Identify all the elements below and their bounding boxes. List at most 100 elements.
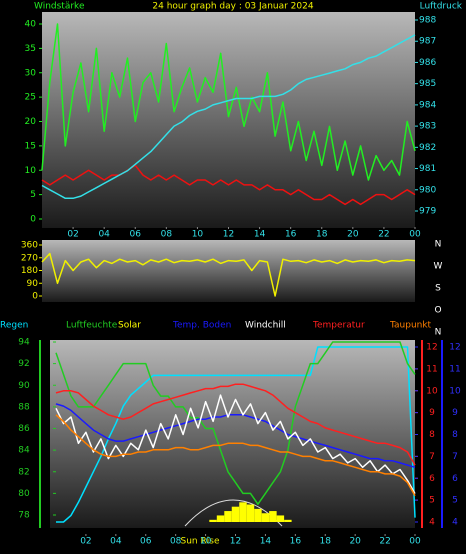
x-tick-label: 12 — [230, 537, 241, 547]
y3-tick-label: 10 — [449, 386, 461, 396]
legend-label: Regen — [0, 321, 28, 331]
y3-tick-label: 9 — [452, 408, 458, 418]
x-tick-label: 18 — [320, 537, 332, 547]
y-tick-label: 20 — [25, 117, 37, 127]
legend-label: Solar — [118, 321, 141, 331]
direction-label: O — [434, 306, 441, 316]
x-tick-label: 16 — [290, 537, 302, 547]
series-line — [55, 383, 416, 466]
y3-tick-label: 11 — [449, 364, 460, 374]
x-tick-label: 04 — [110, 537, 122, 547]
y-tick-label: 0 — [32, 292, 38, 302]
y-tick-label: 35 — [25, 44, 36, 54]
y-tick-label: 82 — [18, 467, 29, 477]
y2-tick-label: 986 — [419, 58, 436, 68]
series-line — [41, 34, 416, 200]
y-tick-label: 78 — [18, 511, 30, 521]
direction-label: W — [434, 262, 443, 272]
y2-tick-label: 985 — [419, 79, 436, 89]
y-tick-label: 180 — [21, 266, 38, 276]
y-tick-label: 90 — [27, 279, 39, 289]
y-tick-label: 15 — [25, 141, 36, 151]
y3-tick-label: 12 — [449, 343, 460, 353]
y3-tick-label: 6 — [452, 474, 458, 484]
series-line — [41, 164, 416, 206]
y3-tick-label: 7 — [452, 452, 458, 462]
solar-bar — [269, 511, 277, 522]
y2-tick-label: 980 — [419, 185, 436, 195]
y2-tick-label: 9 — [429, 408, 435, 418]
y2-tick-label: 988 — [419, 16, 436, 26]
x-tick-label: 00 — [409, 230, 421, 240]
y2-axis-title: Luftdruck — [420, 2, 463, 12]
y-tick-label: 94 — [18, 338, 30, 348]
y2-tick-label: 979 — [419, 207, 436, 217]
solar-bar — [254, 508, 262, 522]
x-tick-label: 14 — [260, 537, 272, 547]
solar-bar — [246, 504, 255, 522]
y2-tick-label: 4 — [429, 518, 435, 528]
series-line — [56, 346, 416, 523]
legend-label: Windchill — [245, 321, 286, 331]
y2-tick-label: 12 — [426, 343, 437, 353]
solar-bar — [276, 515, 285, 522]
legend-label: Taupunkt — [389, 321, 432, 331]
x-tick-label: 20 — [349, 537, 361, 547]
y2-tick-label: 982 — [419, 143, 436, 153]
series-line — [55, 403, 416, 469]
y-tick-label: 30 — [25, 68, 37, 78]
series-line — [41, 23, 416, 181]
plot-area — [42, 12, 415, 228]
y-tick-label: 84 — [18, 446, 30, 456]
y-tick-label: 25 — [25, 93, 36, 103]
plot-area — [42, 240, 415, 302]
y-tick-label: 270 — [21, 253, 38, 263]
legend-label: Luftfeuchte — [66, 321, 118, 331]
y2-tick-label: 7 — [429, 452, 435, 462]
x-tick-label: 06 — [140, 537, 152, 547]
x-tick-label: 22 — [378, 230, 389, 240]
y-tick-label: 92 — [18, 359, 29, 369]
y2-tick-label: 8 — [429, 430, 435, 440]
direction-label: N — [435, 240, 442, 250]
solar-bar — [239, 502, 247, 522]
series-line — [55, 414, 416, 497]
x-tick-label: 08 — [170, 537, 182, 547]
y3-tick-label: 4 — [452, 518, 458, 528]
y2-tick-label: 11 — [426, 364, 437, 374]
legend-label: Temperatur — [312, 321, 365, 331]
y-tick-label: 5 — [30, 190, 36, 200]
solar-bar — [261, 513, 270, 522]
solar-bar — [209, 519, 217, 522]
x-tick-label: 10 — [200, 537, 212, 547]
solar-bar — [224, 511, 232, 522]
x-tick-label: 00 — [409, 537, 421, 547]
x-tick-label: 14 — [254, 230, 266, 240]
y-tick-label: 40 — [25, 20, 37, 30]
y-tick-label: 10 — [25, 166, 37, 176]
y-tick-label: 360 — [21, 241, 38, 251]
y-axis-title: Windstärke — [34, 2, 85, 12]
x-tick-label: 02 — [80, 537, 91, 547]
y-tick-label: 90 — [18, 381, 30, 391]
series-line — [41, 252, 416, 297]
x-tick-label: 22 — [379, 537, 390, 547]
y3-tick-label: 8 — [452, 430, 458, 440]
y-tick-label: 88 — [18, 402, 30, 412]
series-line — [55, 394, 416, 494]
legend-label: Temp. Boden — [172, 321, 231, 331]
annotation: Sun Rise — [181, 537, 220, 547]
x-tick-label: 02 — [67, 230, 78, 240]
x-tick-label: 04 — [98, 230, 110, 240]
direction-label: S — [435, 284, 441, 294]
y-tick-label: 86 — [18, 424, 30, 434]
y2-tick-label: 981 — [419, 164, 436, 174]
y-tick-label: 0 — [30, 215, 36, 225]
direction-label: N — [435, 328, 442, 338]
y2-tick-label: 6 — [429, 474, 435, 484]
y2-tick-label: 983 — [419, 122, 436, 132]
x-tick-label: 20 — [347, 230, 359, 240]
solar-bar — [284, 519, 292, 522]
y2-tick-label: 10 — [426, 386, 438, 396]
